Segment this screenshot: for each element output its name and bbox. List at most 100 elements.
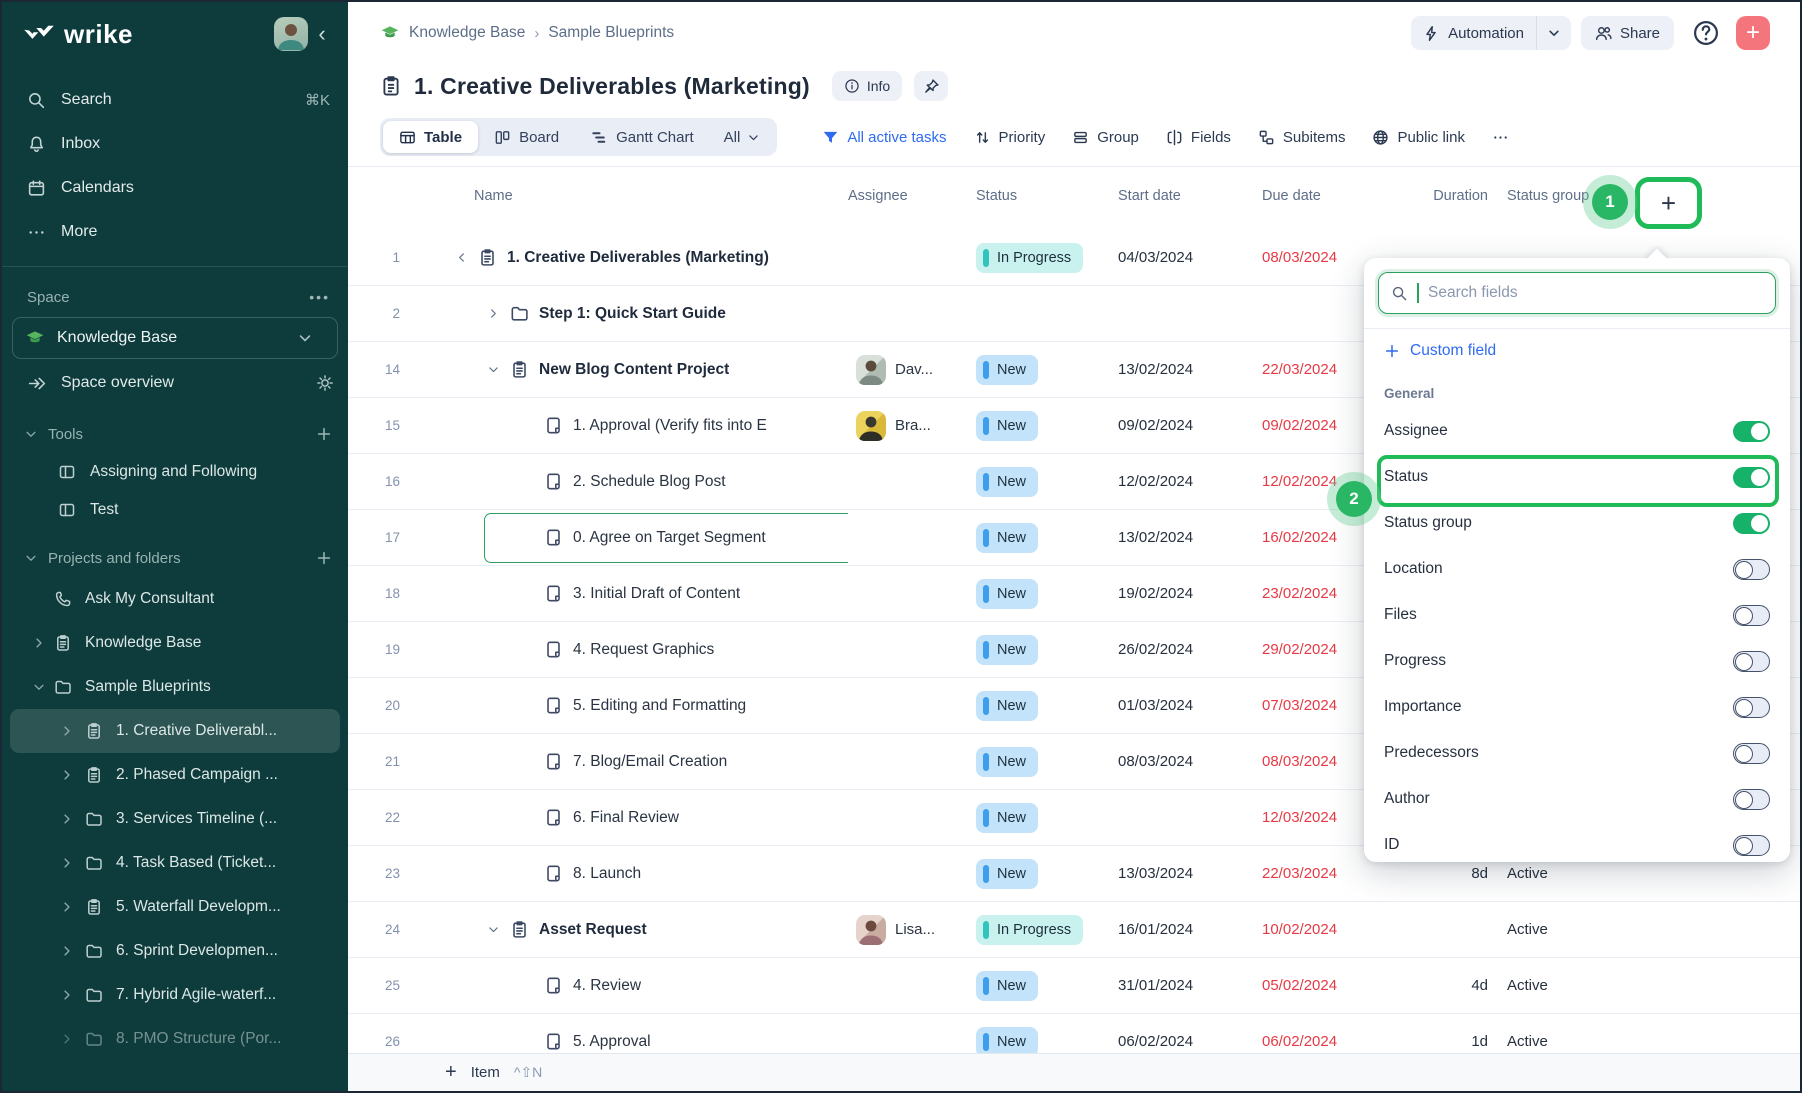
assignee-cell[interactable]: Dav... (848, 354, 976, 385)
toggle-on[interactable] (1733, 466, 1770, 488)
due-date-cell[interactable]: 16/02/2024 (1262, 529, 1338, 546)
table-row[interactable]: 2 Step 1: Quick Start Guide (348, 286, 1800, 342)
panel-field-author[interactable]: Author (1364, 776, 1790, 822)
toggle-off[interactable] (1733, 834, 1770, 856)
table-row[interactable]: 14 New Blog Content Project Dav... New 13/02… (348, 342, 1800, 398)
help-button[interactable] (1692, 19, 1720, 47)
sidebar-item-4-task-based-ticket[interactable]: 4. Task Based (Ticket... (2, 841, 348, 885)
sidebar-item-7-hybrid-agile-waterf[interactable]: 7. Hybrid Agile-waterf... (2, 973, 348, 1017)
due-date-cell[interactable]: 22/03/2024 (1262, 361, 1338, 378)
sidebar-item-calendars[interactable]: Calendars (2, 166, 348, 210)
sidebar-item-3-services-timeline[interactable]: 3. Services Timeline (... (2, 797, 348, 841)
toolbar-all-active-tasks[interactable]: All active tasks (822, 129, 947, 146)
panel-field-id[interactable]: ID (1364, 822, 1790, 862)
start-date-cell[interactable]: 06/02/2024 (1118, 1033, 1194, 1050)
duration-cell[interactable]: 8d (1471, 865, 1488, 882)
status-chip[interactable]: New (976, 578, 1039, 609)
due-date-cell[interactable]: 12/02/2024 (1262, 473, 1338, 490)
duration-cell[interactable]: 4d (1471, 977, 1488, 994)
toggle-on[interactable] (1733, 420, 1770, 442)
create-new-button[interactable]: + (1736, 16, 1770, 50)
tab-gantt-chart[interactable]: Gantt Chart (575, 121, 710, 153)
share-button[interactable]: Share (1580, 16, 1674, 50)
column-header-due-date[interactable]: Due date (1262, 187, 1321, 204)
sidebar-item-8-pmo-structure-por[interactable]: 8. PMO Structure (Por... (2, 1017, 348, 1061)
column-header-name[interactable]: Name (474, 187, 513, 204)
column-header-duration[interactable]: Duration (1433, 187, 1488, 204)
sidebar-item-more[interactable]: More (2, 210, 348, 254)
table-row[interactable]: 15 1. Approval (Verify fits into E Bra... N… (348, 398, 1800, 454)
assignee-cell[interactable]: Lisa... (848, 914, 976, 945)
task-name[interactable]: 4. Request Graphics (573, 640, 715, 658)
sidebar-item-inbox[interactable]: Inbox (2, 122, 348, 166)
space-menu-icon[interactable]: ••• (309, 289, 330, 305)
start-date-cell[interactable]: 13/02/2024 (1118, 361, 1194, 378)
status-chip[interactable]: New (976, 522, 1039, 553)
due-date-cell[interactable]: 22/03/2024 (1262, 865, 1338, 882)
table-row[interactable]: 18 3. Initial Draft of Content New 19/02/20… (348, 566, 1800, 622)
table-row[interactable]: 21 7. Blog/Email Creation New 08/03/2024 08/… (348, 734, 1800, 790)
info-button[interactable]: Info (831, 71, 903, 101)
task-name[interactable]: 0. Agree on Target Segment (573, 528, 766, 546)
table-row[interactable]: 16 2. Schedule Blog Post New 12/02/2024 12/0… (348, 454, 1800, 510)
add-item-button[interactable]: Item (470, 1064, 500, 1081)
start-date-cell[interactable]: 16/01/2024 (1118, 921, 1194, 938)
table-row[interactable]: 24 Asset Request Lisa... In Progress 16/01/2… (348, 902, 1800, 958)
toggle-off[interactable] (1733, 650, 1770, 672)
table-row[interactable]: 19 4. Request Graphics New 26/02/2024 29/02/… (348, 622, 1800, 678)
panel-field-assignee[interactable]: Assignee (1364, 408, 1790, 454)
status-group-cell[interactable]: Active (1507, 865, 1548, 882)
status-group-cell[interactable]: Active (1507, 921, 1548, 938)
due-date-cell[interactable]: 07/03/2024 (1262, 697, 1338, 714)
status-group-cell[interactable]: Active (1507, 977, 1548, 994)
task-name[interactable]: 4. Review (573, 976, 642, 994)
status-chip[interactable]: New (976, 1026, 1039, 1057)
status-chip[interactable]: New (976, 466, 1039, 497)
panel-field-files[interactable]: Files (1364, 592, 1790, 638)
due-date-cell[interactable]: 29/02/2024 (1262, 641, 1338, 658)
status-chip[interactable]: New (976, 354, 1039, 385)
toolbar-more-button[interactable] (1492, 129, 1509, 146)
chevron-down-icon[interactable] (480, 357, 506, 383)
status-chip[interactable]: New (976, 634, 1039, 665)
toolbar-public-link[interactable]: Public link (1372, 129, 1465, 146)
due-date-cell[interactable]: 08/03/2024 (1262, 753, 1338, 770)
toolbar-group[interactable]: Group (1072, 129, 1139, 146)
panel-field-status[interactable]: Status (1364, 454, 1790, 507)
toggle-off[interactable] (1733, 558, 1770, 580)
start-date-cell[interactable]: 31/01/2024 (1118, 977, 1194, 994)
duration-cell[interactable]: 1d (1471, 1033, 1488, 1050)
toggle-on[interactable] (1733, 512, 1770, 534)
column-header-status[interactable]: Status (976, 187, 1018, 204)
panel-field-status-group[interactable]: Status group (1364, 500, 1790, 546)
tab-board[interactable]: Board (478, 121, 575, 153)
due-date-cell[interactable]: 10/02/2024 (1262, 921, 1338, 938)
sidebar-item-search[interactable]: Search ⌘K (2, 78, 348, 122)
breadcrumb-sample-blueprints[interactable]: Sample Blueprints (548, 24, 675, 41)
start-date-cell[interactable]: 08/03/2024 (1118, 753, 1194, 770)
due-date-cell[interactable]: 12/03/2024 (1262, 809, 1338, 826)
start-date-cell[interactable]: 13/03/2024 (1118, 865, 1194, 882)
start-date-cell[interactable]: 12/02/2024 (1118, 473, 1194, 490)
task-name[interactable]: 8. Launch (573, 864, 642, 882)
search-fields-input[interactable]: Search fields (1378, 272, 1776, 314)
task-name[interactable]: Step 1: Quick Start Guide (539, 304, 726, 322)
add-column-button[interactable]: + (1635, 177, 1702, 229)
projects-section-header[interactable]: Projects and folders (2, 539, 348, 577)
plus-icon[interactable] (316, 550, 332, 566)
sidebar-item-5-waterfall-developm[interactable]: 5. Waterfall Developm... (2, 885, 348, 929)
sidebar-item-2-phased-campaign[interactable]: 2. Phased Campaign ... (2, 753, 348, 797)
toolbar-subitems[interactable]: Subitems (1258, 129, 1345, 146)
task-name[interactable]: New Blog Content Project (539, 360, 730, 378)
chevron-left-icon[interactable] (448, 245, 474, 271)
status-chip[interactable]: New (976, 410, 1039, 441)
tab-table[interactable]: Table (383, 121, 479, 153)
column-header-status-group[interactable]: Status group (1507, 187, 1590, 204)
sidebar-collapse-icon[interactable]: ‹ (318, 21, 326, 46)
due-date-cell[interactable]: 09/02/2024 (1262, 417, 1338, 434)
task-name[interactable]: 3. Initial Draft of Content (573, 584, 741, 602)
panel-field-importance[interactable]: Importance (1364, 684, 1790, 730)
panel-field-predecessors[interactable]: Predecessors (1364, 730, 1790, 776)
status-chip[interactable]: New (976, 802, 1039, 833)
sidebar-item-space-overview[interactable]: Space overview (2, 361, 348, 405)
